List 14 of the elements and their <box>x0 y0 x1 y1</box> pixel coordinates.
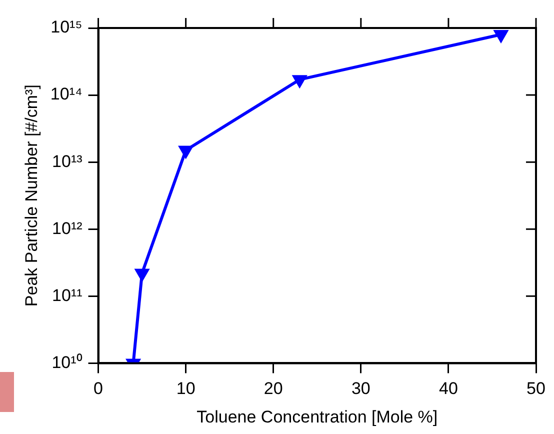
x-tick-label: 40 <box>438 379 458 398</box>
x-tick-label: 30 <box>351 379 370 398</box>
x-tick-label: 50 <box>526 379 546 398</box>
y-tick-label: 10¹⁵ <box>50 18 82 37</box>
y-tick-label: 10¹⁰ <box>52 352 82 372</box>
y-axis-title: Peak Particle Number [#/cm³] <box>22 84 41 307</box>
x-axis-title: Toluene Concentration [Mole %] <box>196 407 438 426</box>
y-tick-label: 10¹⁴ <box>50 84 82 104</box>
x-tick-label: 0 <box>94 379 104 398</box>
x-tick-label: 10 <box>176 379 196 398</box>
y-tick-label: 10¹³ <box>52 152 83 171</box>
y-tick-label: 10¹¹ <box>52 286 83 305</box>
y-tick-label: 10¹² <box>52 218 83 238</box>
x-tick-label: 20 <box>264 379 283 398</box>
